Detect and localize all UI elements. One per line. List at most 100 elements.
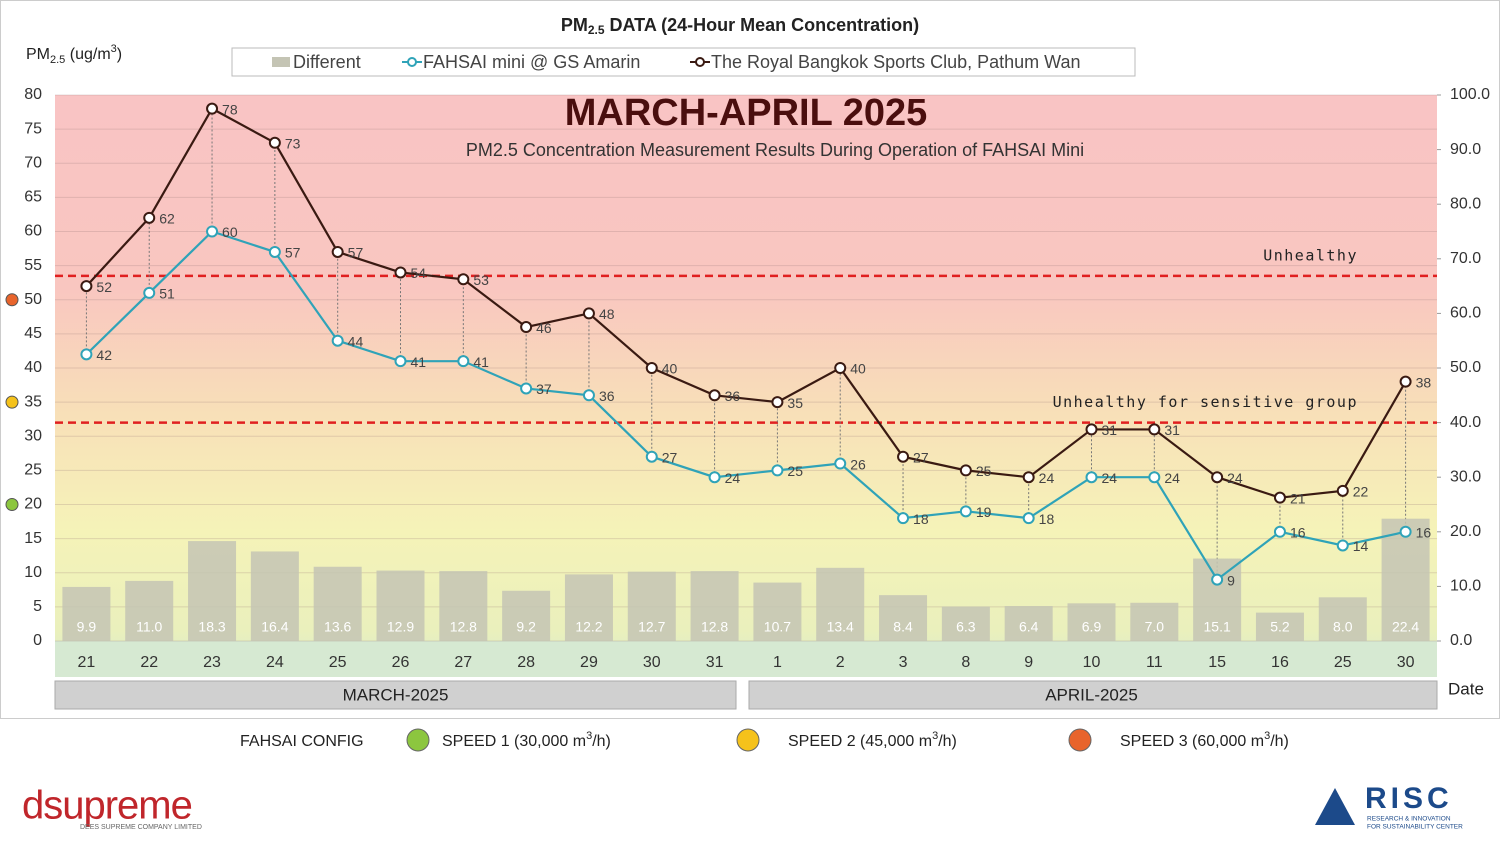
point-label: 57 (348, 245, 364, 261)
point (959, 505, 972, 518)
point-label: 41 (473, 354, 489, 370)
point (331, 334, 344, 347)
point (1336, 539, 1349, 552)
point (1273, 491, 1286, 504)
point-label: 35 (787, 395, 803, 411)
y2-tick-label: 80.0 (1450, 195, 1481, 212)
config-label: FAHSAI CONFIG (240, 733, 364, 750)
point (1211, 471, 1224, 484)
point (1211, 573, 1224, 586)
y-tick-label: 20 (24, 496, 42, 513)
point-label: 41 (411, 354, 427, 370)
point (1273, 525, 1286, 538)
bar-label: 12.8 (701, 619, 728, 635)
point-label: 22 (1353, 484, 1369, 500)
point-label: 38 (1416, 374, 1432, 390)
y2-tick-label: 50.0 (1450, 359, 1481, 376)
point (708, 389, 721, 402)
x-tick-label: 16 (1271, 654, 1289, 671)
x-tick-label: 9 (1024, 654, 1033, 671)
point-label: 73 (285, 135, 301, 151)
y-tick-label: 55 (24, 257, 42, 274)
speed-swatch (1068, 728, 1092, 752)
bar-label: 18.3 (198, 619, 225, 635)
legend-label: Different (293, 52, 361, 72)
bar (376, 570, 425, 641)
bar (1318, 597, 1367, 641)
point (771, 396, 784, 409)
point-label: 9 (1227, 572, 1235, 588)
y2-tick-label: 30.0 (1450, 468, 1481, 485)
speed-label: SPEED 1 (30,000 m3/h) (442, 730, 611, 750)
bar (627, 571, 676, 641)
bar-label: 13.4 (827, 619, 854, 635)
x-tick-label: 22 (140, 654, 158, 671)
logo-right-sub: FOR SUSTAINABILITY CENTER (1367, 824, 1463, 831)
speed-name: SPEED 1 (30,000 m (442, 733, 586, 750)
bar-label: 13.6 (324, 619, 351, 635)
bar-label: 12.7 (638, 619, 665, 635)
bar-label: 16.4 (261, 619, 288, 635)
point (645, 362, 658, 374)
point (1399, 525, 1412, 538)
point-label: 27 (662, 449, 678, 465)
label-sub: 2.5 (50, 54, 65, 66)
speed-swatch (406, 728, 430, 752)
speed-sup: 3 (586, 730, 592, 742)
y2-tick-label: 10.0 (1450, 578, 1481, 595)
logo-left-sub: DEES SUPREME COMPANY LIMITED (80, 824, 202, 831)
point (268, 136, 281, 149)
bar-label: 12.9 (387, 619, 414, 635)
point (897, 512, 910, 525)
logo-left: dsupreme (22, 784, 192, 828)
bar (502, 590, 551, 641)
headline: MARCH-APRIL 2025 (565, 92, 927, 134)
x-tick-label: 27 (454, 654, 472, 671)
bar (1381, 518, 1430, 641)
y-tick-label: 0 (33, 632, 42, 649)
point (834, 362, 847, 374)
point-label: 31 (1164, 422, 1180, 438)
point-label: 48 (599, 306, 615, 322)
y2-tick-label: 100.0 (1450, 86, 1490, 103)
y-tick-label: 75 (24, 120, 42, 137)
bar (250, 551, 299, 641)
bar (313, 566, 362, 641)
speed-label: SPEED 3 (60,000 m3/h) (1120, 730, 1289, 750)
y-tick-label: 50 (24, 291, 42, 308)
x-tick-label: 2 (836, 654, 845, 671)
point-label: 24 (1039, 470, 1055, 486)
y-tick-label: 45 (24, 325, 42, 342)
speed-sup: 3 (932, 730, 938, 742)
group-box (54, 680, 737, 710)
title-part: DATA (24-Hour Mean Concentration) (605, 15, 920, 35)
x-tick-label: 30 (1397, 654, 1415, 671)
y2-tick-label: 70.0 (1450, 250, 1481, 267)
bar (125, 580, 174, 641)
x-tick-label: 10 (1083, 654, 1101, 671)
point (394, 266, 407, 279)
point-label: 44 (348, 333, 364, 349)
point (80, 280, 93, 293)
bar (62, 586, 111, 641)
point-label: 36 (599, 388, 615, 404)
point-label: 60 (222, 224, 238, 240)
title-sub: 2.5 (588, 23, 605, 37)
point-label: 18 (913, 511, 929, 527)
point (645, 450, 658, 463)
speed-suffix: /h) (938, 733, 957, 750)
y2-tick-label: 0.0 (1450, 632, 1472, 649)
bar-label: 10.7 (764, 619, 791, 635)
point (206, 225, 219, 238)
speed-swatch (736, 728, 760, 752)
x-tick-label: 26 (392, 654, 410, 671)
point (771, 464, 784, 477)
bar-label: 12.2 (575, 619, 602, 635)
point-label: 24 (1164, 470, 1180, 486)
point-label: 25 (976, 463, 992, 479)
label-part: ) (117, 46, 122, 63)
logo-right: RISC (1365, 782, 1453, 815)
point-label: 40 (662, 361, 678, 377)
logo-right-sub: RESEARCH & INNOVATION (1367, 816, 1451, 823)
